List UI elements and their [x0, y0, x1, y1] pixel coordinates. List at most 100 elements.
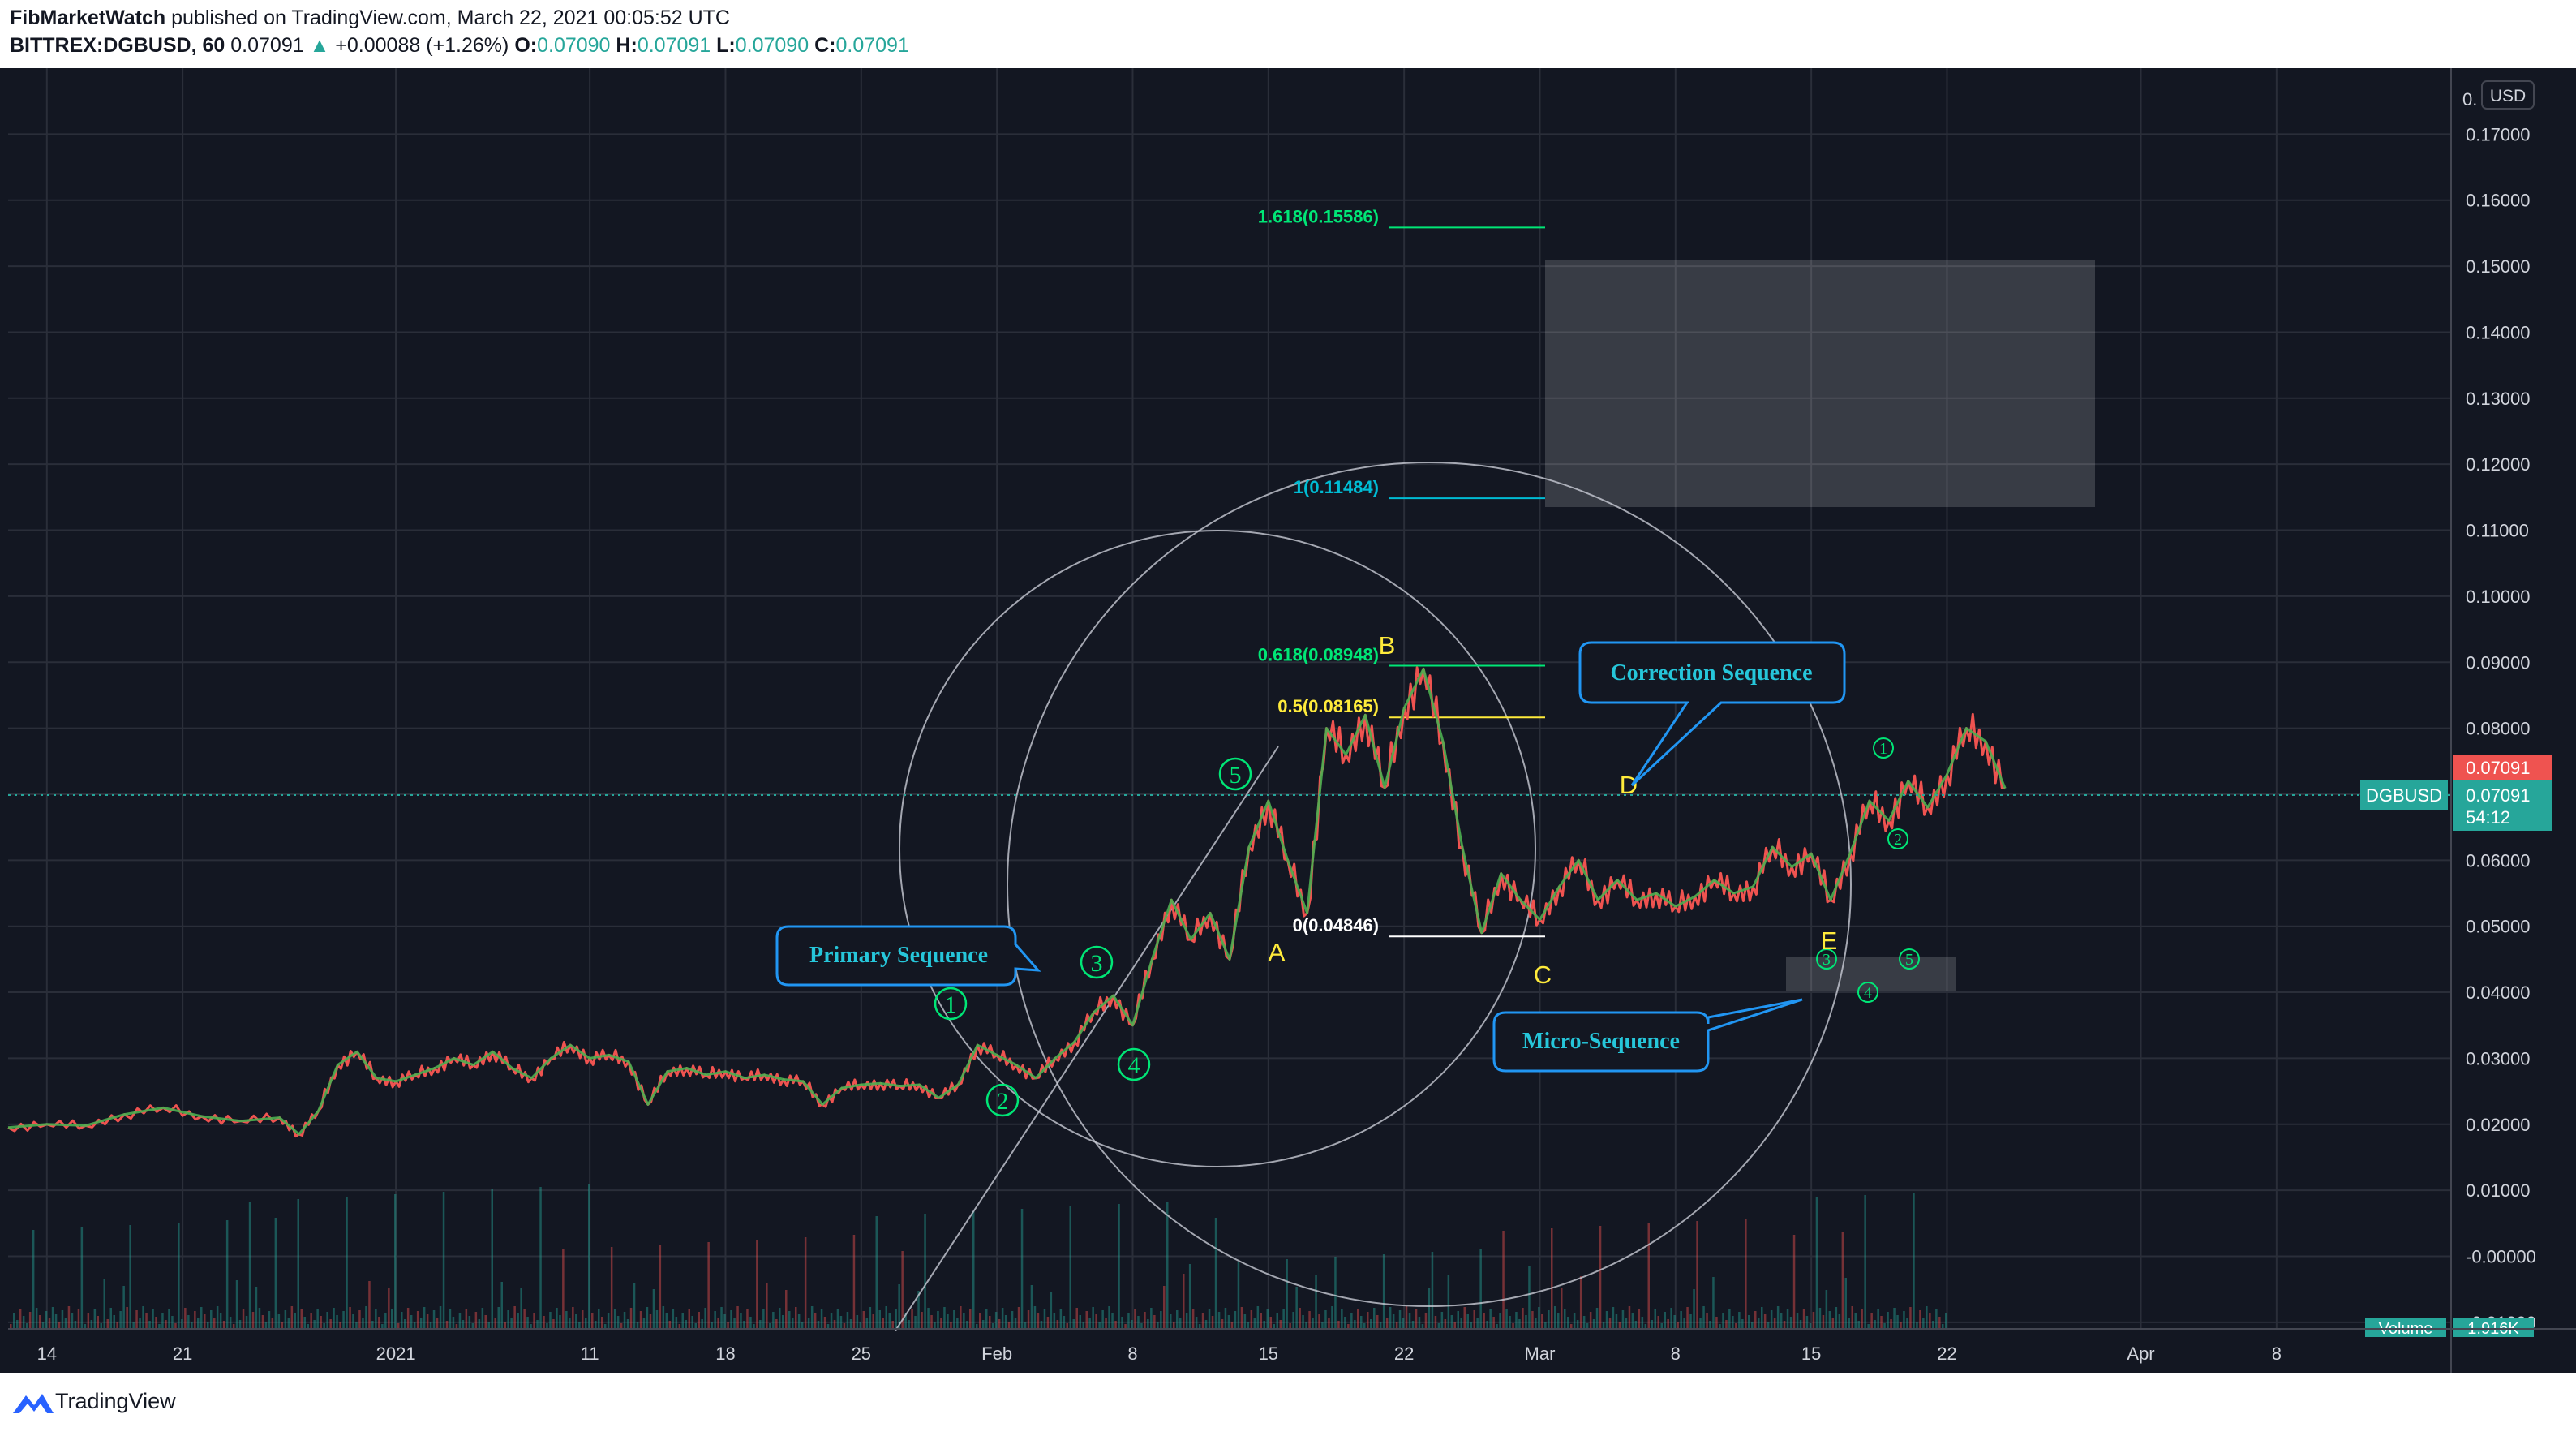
- low-value: 0.07090: [735, 34, 809, 57]
- volume-bar: [655, 1310, 659, 1329]
- volume-bar: [109, 1308, 112, 1329]
- volume-bar: [937, 1311, 939, 1329]
- currency-badge[interactable]: [2481, 80, 2535, 110]
- svg-text:Micro-Sequence: Micro-Sequence: [1522, 1029, 1680, 1054]
- volume-bar: [1457, 1311, 1459, 1329]
- volume-bar: [723, 1314, 726, 1329]
- micro-wave-5-label: 5: [1905, 951, 1913, 969]
- volume-bar: [442, 1192, 445, 1329]
- volume-bar: [1208, 1309, 1211, 1329]
- volume-bar: [1525, 1315, 1527, 1329]
- volume-bar: [487, 1322, 490, 1329]
- volume-bar: [416, 1311, 419, 1329]
- fib-level-label: 0.618(0.08948): [1258, 644, 1379, 664]
- svg-text:DGBUSD: DGBUSD: [2366, 785, 2442, 806]
- volume-bar: [1279, 1320, 1282, 1329]
- volume-bar: [1033, 1306, 1037, 1329]
- volume-bar: [187, 1315, 190, 1329]
- volume-bar: [1063, 1316, 1066, 1329]
- volume-bar: [1418, 1317, 1421, 1329]
- y-tick-label: 0.09000: [2466, 652, 2531, 673]
- volume-bar: [807, 1318, 810, 1329]
- volume-bar: [1237, 1262, 1240, 1329]
- volume-bar: [58, 1322, 61, 1329]
- price-series: [7, 666, 2007, 1138]
- volume-bar: [1069, 1206, 1071, 1329]
- wave-labels-green: 1 2 3 4 5: [934, 757, 1252, 1117]
- volume-bar: [113, 1315, 115, 1329]
- volume-bar: [1405, 1306, 1408, 1329]
- volume-bar: [1105, 1318, 1107, 1329]
- volume-bar: [1651, 1320, 1653, 1329]
- volume-bar: [371, 1321, 374, 1329]
- tradingview-logo-icon[interactable]: [11, 1391, 55, 1417]
- volume-bar: [1367, 1312, 1369, 1329]
- svg-text:Correction Sequence: Correction Sequence: [1610, 660, 1812, 686]
- volume-bar: [307, 1324, 309, 1329]
- volume-bar: [458, 1313, 462, 1329]
- volume-bar: [953, 1310, 955, 1329]
- volume-bar: [1440, 1312, 1444, 1329]
- volume-bar: [1247, 1322, 1250, 1329]
- volume-bar: [510, 1318, 513, 1329]
- volume-bar: [1095, 1314, 1097, 1329]
- volume-bar: [1686, 1307, 1689, 1329]
- volume-bar: [1589, 1312, 1592, 1329]
- volume-bar: [743, 1321, 745, 1329]
- volume-bar: [1134, 1309, 1136, 1329]
- volume-bar: [714, 1311, 716, 1329]
- volume-bar: [672, 1309, 675, 1329]
- time-axis[interactable]: 14 21 2021 11 18 25 Feb 8 15 22 Mar 8 15 22 Apr 8: [37, 1344, 2282, 1364]
- volume-bar: [616, 1316, 620, 1329]
- volume-bar: [998, 1319, 1001, 1329]
- volume-bar: [439, 1306, 442, 1329]
- volume-bar: [562, 1249, 565, 1329]
- volume-bar: [16, 1320, 19, 1329]
- volume-bar: [685, 1320, 687, 1329]
- volume-bar: [1382, 1254, 1385, 1329]
- volume-bar: [323, 1323, 325, 1329]
- volume-bar: [1331, 1306, 1333, 1329]
- volume-bar: [1408, 1313, 1411, 1329]
- volume-bar: [569, 1318, 571, 1329]
- micro-wave-labels: 1 2 3 4 5: [1816, 737, 1920, 1003]
- volume-bar: [947, 1314, 949, 1329]
- volume-bar: [843, 1323, 846, 1329]
- volume-bar: [320, 1316, 322, 1329]
- volume-bar: [1870, 1313, 1873, 1329]
- volume-bar: [1867, 1324, 1870, 1329]
- volume-bar: [452, 1317, 455, 1329]
- volume-bar: [717, 1318, 719, 1329]
- volume-bar: [1079, 1315, 1081, 1329]
- volume-bar: [646, 1307, 649, 1329]
- volume-bar: [513, 1306, 516, 1329]
- volume-bar: [1363, 1323, 1366, 1329]
- y-tick-label: 0.14000: [2466, 322, 2531, 342]
- volume-bar: [1773, 1318, 1776, 1329]
- volume-bar: [507, 1310, 509, 1329]
- volume-bar: [552, 1319, 555, 1329]
- volume-bar: [801, 1322, 804, 1329]
- micro-wave-2-label: 2: [1894, 831, 1902, 849]
- volume-bar: [19, 1309, 22, 1329]
- author-name[interactable]: FibMarketWatch: [10, 6, 166, 29]
- volume-bar: [258, 1308, 261, 1329]
- volume-bar: [1476, 1318, 1479, 1329]
- volume-bar: [1227, 1315, 1230, 1329]
- wave-3-label: 3: [1091, 950, 1103, 977]
- tradingview-brand[interactable]: TradingView: [55, 1389, 176, 1413]
- volume-bar: [329, 1319, 332, 1329]
- volume-bar: [921, 1312, 923, 1329]
- volume-bar: [559, 1315, 561, 1329]
- volume-bar: [474, 1312, 478, 1329]
- volume-bar: [1289, 1323, 1291, 1329]
- volume-bar: [504, 1322, 506, 1329]
- volume-bar: [1647, 1223, 1650, 1329]
- volume-bar: [478, 1319, 481, 1329]
- volume-bar: [404, 1319, 406, 1329]
- volume-bar: [342, 1311, 345, 1329]
- volume-bar: [1664, 1312, 1666, 1329]
- y-tick-label: 0.17000: [2466, 124, 2531, 144]
- volume-bar: [1719, 1324, 1721, 1329]
